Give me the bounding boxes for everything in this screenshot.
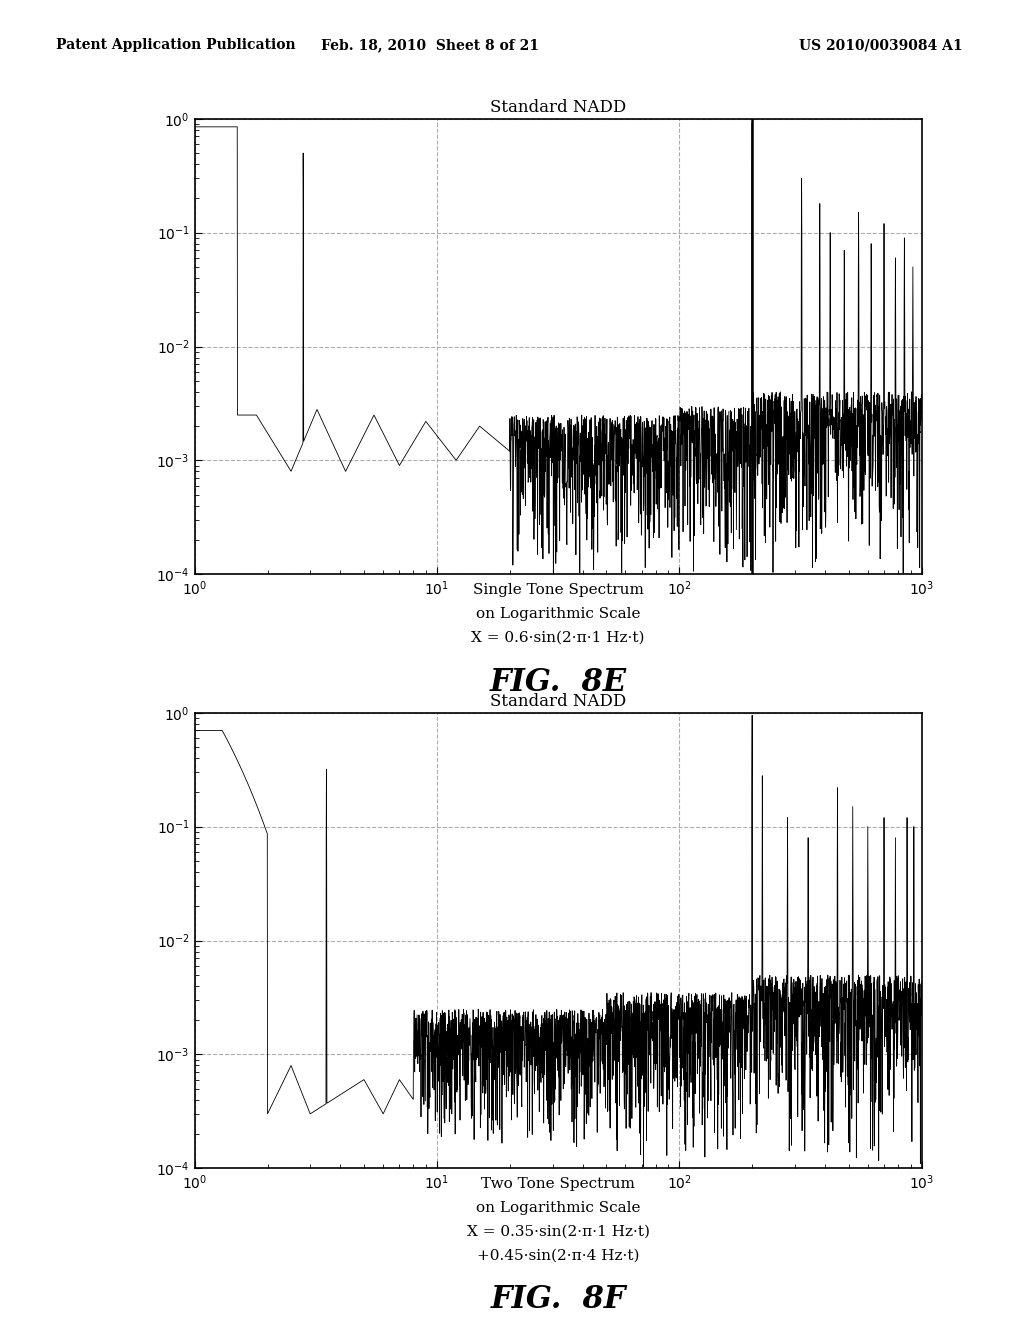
Title: Standard NADD: Standard NADD	[489, 693, 627, 710]
Text: Patent Application Publication: Patent Application Publication	[56, 38, 296, 53]
Text: X = 0.6·sin(2·π·1 Hz·t): X = 0.6·sin(2·π·1 Hz·t)	[471, 631, 645, 645]
Text: on Logarithmic Scale: on Logarithmic Scale	[476, 607, 640, 622]
Text: FIG.  8F: FIG. 8F	[490, 1284, 626, 1315]
Text: US 2010/0039084 A1: US 2010/0039084 A1	[799, 38, 963, 53]
Title: Standard NADD: Standard NADD	[489, 99, 627, 116]
Text: X = 0.35·sin(2·π·1 Hz·t): X = 0.35·sin(2·π·1 Hz·t)	[467, 1225, 649, 1239]
Text: on Logarithmic Scale: on Logarithmic Scale	[476, 1201, 640, 1216]
Text: FIG.  8E: FIG. 8E	[489, 667, 627, 697]
Text: Feb. 18, 2010  Sheet 8 of 21: Feb. 18, 2010 Sheet 8 of 21	[322, 38, 539, 53]
Text: Single Tone Spectrum: Single Tone Spectrum	[473, 583, 643, 598]
Text: +0.45·sin(2·π·4 Hz·t): +0.45·sin(2·π·4 Hz·t)	[477, 1249, 639, 1263]
Text: Two Tone Spectrum: Two Tone Spectrum	[481, 1177, 635, 1192]
